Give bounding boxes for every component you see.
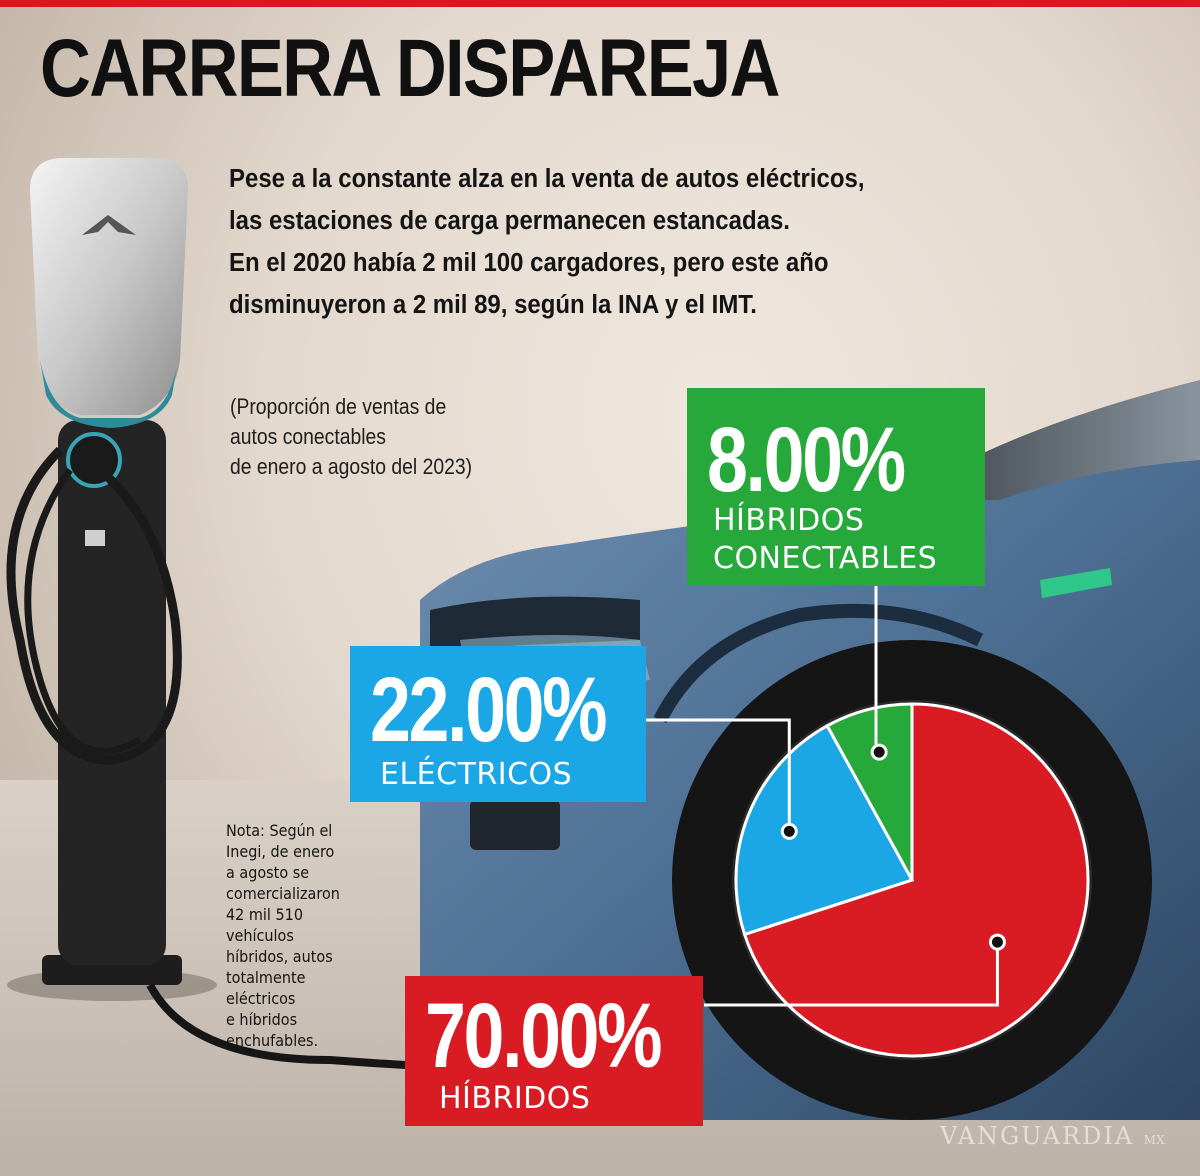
charging-station-illustration <box>6 158 217 1001</box>
subtitle-line: de enero a agosto del 2023) <box>230 454 473 479</box>
charger-head <box>30 158 188 415</box>
note-line: Nota: Según el <box>226 821 333 840</box>
watermark-text: VANGUARDIA <box>940 1122 1135 1150</box>
leader-line <box>646 718 791 832</box>
fog-light <box>470 800 560 850</box>
pie-slice-hibridos <box>742 702 1090 1058</box>
leader-dot <box>988 933 1006 951</box>
charger-pillar <box>58 420 166 965</box>
note-line: Inegi, de enero <box>226 842 335 861</box>
charger-cable-loop <box>6 446 182 765</box>
subtitle-line: autos conectables <box>230 424 386 449</box>
charger-card-reader <box>85 530 105 546</box>
legend-label-line: HÍBRIDOS <box>439 1081 591 1116</box>
legend-box-electricos: 22.00% ELÉCTRICOS <box>350 646 646 802</box>
legend-box-hibridos-conectables: 8.00% HÍBRIDOS CONECTABLES <box>687 388 985 586</box>
legend-label-line: ELÉCTRICOS <box>380 757 573 792</box>
charger-cable-inner <box>24 467 142 755</box>
data-label-electricos: 22.00% <box>370 659 608 761</box>
note-line: 42 mil 510 <box>226 905 303 924</box>
data-label-hibridos: 70.00% <box>425 985 663 1087</box>
note-line: totalmente <box>226 968 306 987</box>
legend-label-line: CONECTABLES <box>713 541 938 576</box>
note-line: enchufables. <box>226 1031 319 1050</box>
note-line: comercializaron <box>226 884 340 903</box>
legend-box-hibridos: 70.00% HÍBRIDOS <box>405 976 703 1126</box>
intro-line: Pese a la constante alza en la venta de … <box>229 165 865 193</box>
leader-line <box>704 942 999 1007</box>
note-line: vehículos <box>226 926 294 945</box>
subtitle-line: (Proporción de ventas de <box>230 394 447 419</box>
watermark-logo: VANGUARDIA MX <box>940 1122 1165 1150</box>
note-line: eléctricos <box>226 989 296 1008</box>
pie-slice-electricos <box>734 723 915 937</box>
chart-subtitle: (Proporción de ventas de autos conectabl… <box>230 392 472 482</box>
charger-logo-icon <box>82 215 136 235</box>
leader-dot <box>870 743 888 761</box>
page-title: CARRERA DISPAREJA <box>40 23 780 114</box>
intro-paragraph: Pese a la constante alza en la venta de … <box>229 158 1056 326</box>
data-label-hibridos-conectables: 8.00% <box>707 409 906 511</box>
top-accent-bar <box>0 0 1200 7</box>
watermark-suffix: MX <box>1143 1133 1165 1147</box>
intro-line: disminuyeron a 2 mil 89, según la INA y … <box>229 291 757 319</box>
leader-dot <box>780 822 798 840</box>
charge-port-indicator <box>1040 568 1112 598</box>
legend-label-line: HÍBRIDOS <box>713 503 865 538</box>
wheel-arch <box>653 603 984 724</box>
pie-slice-hibridos-conectables <box>825 702 914 881</box>
note-line: a agosto se <box>226 863 310 882</box>
pie-leader-lines <box>646 586 1006 1007</box>
pie-chart <box>734 702 1090 1058</box>
intro-line: En el 2020 había 2 mil 100 cargadores, p… <box>229 249 829 277</box>
intro-line: las estaciones de carga permanecen estan… <box>229 207 790 235</box>
footnote: Nota: Según el Inegi, de enero a agosto … <box>226 820 340 1051</box>
note-line: e híbridos <box>226 1010 298 1029</box>
note-line: híbridos, autos <box>226 947 333 966</box>
